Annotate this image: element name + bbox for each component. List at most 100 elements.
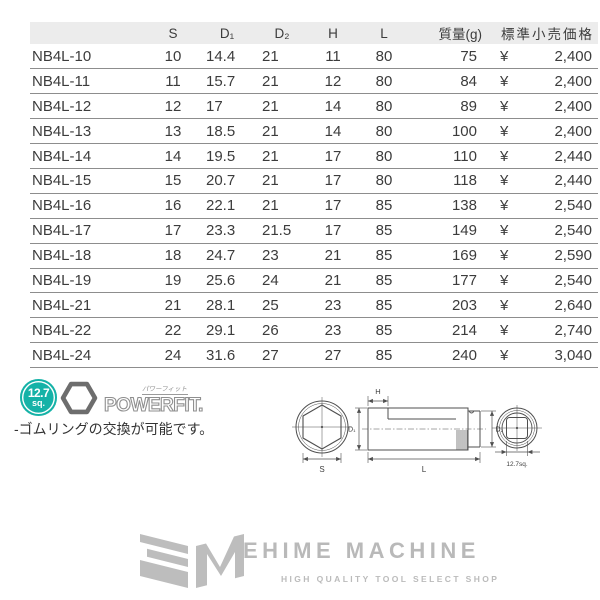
currency-symbol: ¥ bbox=[500, 271, 509, 289]
price-value: 2,400 bbox=[554, 72, 592, 90]
col-header-model bbox=[30, 22, 148, 44]
cell-price: ¥ 2,400 bbox=[496, 68, 598, 95]
cell-model: NB4L-10 bbox=[30, 44, 148, 70]
currency-symbol: ¥ bbox=[500, 321, 509, 339]
cell-h: 14 bbox=[308, 118, 358, 145]
cell-d2: 21 bbox=[256, 143, 308, 169]
currency-symbol: ¥ bbox=[500, 197, 509, 215]
cell-price: ¥ 2,540 bbox=[496, 268, 598, 294]
cell-h: 23 bbox=[308, 317, 358, 344]
cell-d2: 24 bbox=[256, 268, 308, 294]
dim-label-d1: D₁ bbox=[348, 427, 356, 434]
col-header-d1: D₁ bbox=[198, 22, 256, 44]
cell-s: 19 bbox=[148, 268, 198, 294]
cell-l: 80 bbox=[358, 93, 410, 120]
cell-d2: 21 bbox=[256, 118, 308, 145]
cell-h: 17 bbox=[308, 168, 358, 194]
cell-d1: 24.7 bbox=[198, 243, 256, 269]
cell-s: 10 bbox=[148, 44, 198, 70]
cell-d2: 26 bbox=[256, 317, 308, 344]
price-value: 2,540 bbox=[554, 271, 592, 289]
socket-dimension-diagram: S H D₁ D₂ L 12.7sq. bbox=[292, 387, 542, 474]
hex-socket-icon bbox=[60, 381, 98, 415]
price-value: 2,440 bbox=[554, 147, 592, 165]
cell-price: ¥ 2,400 bbox=[496, 118, 598, 145]
cell-s: 17 bbox=[148, 218, 198, 244]
cell-model: NB4L-19 bbox=[30, 268, 148, 294]
cell-h: 11 bbox=[308, 44, 358, 70]
cell-h: 21 bbox=[308, 268, 358, 294]
col-header-l: L bbox=[358, 22, 410, 44]
cell-s: 11 bbox=[148, 68, 198, 95]
cell-price: ¥ 2,740 bbox=[496, 317, 598, 344]
currency-symbol: ¥ bbox=[500, 122, 509, 140]
dim-label-s: S bbox=[319, 465, 324, 474]
price-value: 2,540 bbox=[554, 222, 592, 240]
table-header-row: S D₁ D₂ H L 質量(g) 標準小売価格 bbox=[30, 22, 598, 44]
currency-symbol: ¥ bbox=[500, 247, 509, 265]
cell-model: NB4L-16 bbox=[30, 193, 148, 219]
cell-l: 80 bbox=[358, 143, 410, 169]
dim-label-h: H bbox=[375, 387, 380, 396]
cell-d2: 21 bbox=[256, 93, 308, 120]
price-value: 2,440 bbox=[554, 172, 592, 190]
cell-d2: 21 bbox=[256, 68, 308, 95]
cell-weight: 203 bbox=[410, 292, 496, 319]
cell-d1: 31.6 bbox=[198, 342, 256, 369]
cell-h: 27 bbox=[308, 342, 358, 369]
cell-model: NB4L-15 bbox=[30, 168, 148, 194]
cell-h: 21 bbox=[308, 243, 358, 269]
price-value: 2,400 bbox=[554, 97, 592, 115]
cell-s: 12 bbox=[148, 93, 198, 120]
cell-d2: 25 bbox=[256, 292, 308, 319]
currency-symbol: ¥ bbox=[500, 346, 509, 364]
currency-symbol: ¥ bbox=[500, 222, 509, 240]
cell-d2: 27 bbox=[256, 342, 308, 369]
cell-weight: 138 bbox=[410, 193, 496, 219]
cell-l: 80 bbox=[358, 118, 410, 145]
table-row: NB4L-14 14 19.5 21 17 80 110 ¥ 2,440 bbox=[30, 143, 598, 169]
cell-model: NB4L-11 bbox=[30, 68, 148, 95]
drive-size-unit: sq. bbox=[31, 398, 45, 408]
col-header-h: H bbox=[308, 22, 358, 44]
table-row: NB4L-15 15 20.7 21 17 80 118 ¥ 2,440 bbox=[30, 168, 598, 194]
table-row: NB4L-19 19 25.6 24 21 85 177 ¥ 2,540 bbox=[30, 268, 598, 294]
cell-d2: 21 bbox=[256, 168, 308, 194]
price-value: 3,040 bbox=[554, 346, 592, 364]
cell-weight: 240 bbox=[410, 342, 496, 369]
cell-d1: 14.4 bbox=[198, 44, 256, 70]
cell-weight: 149 bbox=[410, 218, 496, 244]
cell-model: NB4L-14 bbox=[30, 143, 148, 169]
currency-symbol: ¥ bbox=[500, 296, 509, 314]
cell-price: ¥ 2,540 bbox=[496, 218, 598, 244]
cell-s: 21 bbox=[148, 292, 198, 319]
col-header-weight: 質量(g) bbox=[410, 22, 496, 44]
cell-l: 85 bbox=[358, 218, 410, 244]
cell-l: 85 bbox=[358, 317, 410, 344]
price-value: 2,400 bbox=[554, 47, 592, 65]
dim-label-drive: 12.7sq. bbox=[506, 461, 528, 468]
cell-d2: 21 bbox=[256, 44, 308, 70]
shop-tagline: HIGH QUALITY TOOL SELECT SHOP bbox=[281, 574, 500, 584]
cell-s: 18 bbox=[148, 243, 198, 269]
cell-weight: 118 bbox=[410, 168, 496, 194]
cell-s: 16 bbox=[148, 193, 198, 219]
cell-price: ¥ 2,590 bbox=[496, 243, 598, 269]
table-row: NB4L-16 16 22.1 21 17 85 138 ¥ 2,540 bbox=[30, 193, 598, 219]
cell-l: 85 bbox=[358, 292, 410, 319]
table-row: NB4L-13 13 18.5 21 14 80 100 ¥ 2,400 bbox=[30, 118, 598, 145]
cell-d2: 21.5 bbox=[256, 218, 308, 244]
cell-d1: 29.1 bbox=[198, 317, 256, 344]
cell-price: ¥ 2,440 bbox=[496, 168, 598, 194]
price-value: 2,540 bbox=[554, 197, 592, 215]
table-row: NB4L-18 18 24.7 23 21 85 169 ¥ 2,590 bbox=[30, 243, 598, 269]
cell-h: 12 bbox=[308, 68, 358, 95]
cell-model: NB4L-12 bbox=[30, 93, 148, 120]
dim-label-d2: D₂ bbox=[496, 427, 504, 434]
cell-model: NB4L-21 bbox=[30, 292, 148, 319]
shop-name: EHIME MACHINE bbox=[243, 538, 480, 563]
cell-d1: 20.7 bbox=[198, 168, 256, 194]
cell-price: ¥ 2,640 bbox=[496, 292, 598, 319]
cell-l: 80 bbox=[358, 44, 410, 70]
cell-h: 17 bbox=[308, 193, 358, 219]
